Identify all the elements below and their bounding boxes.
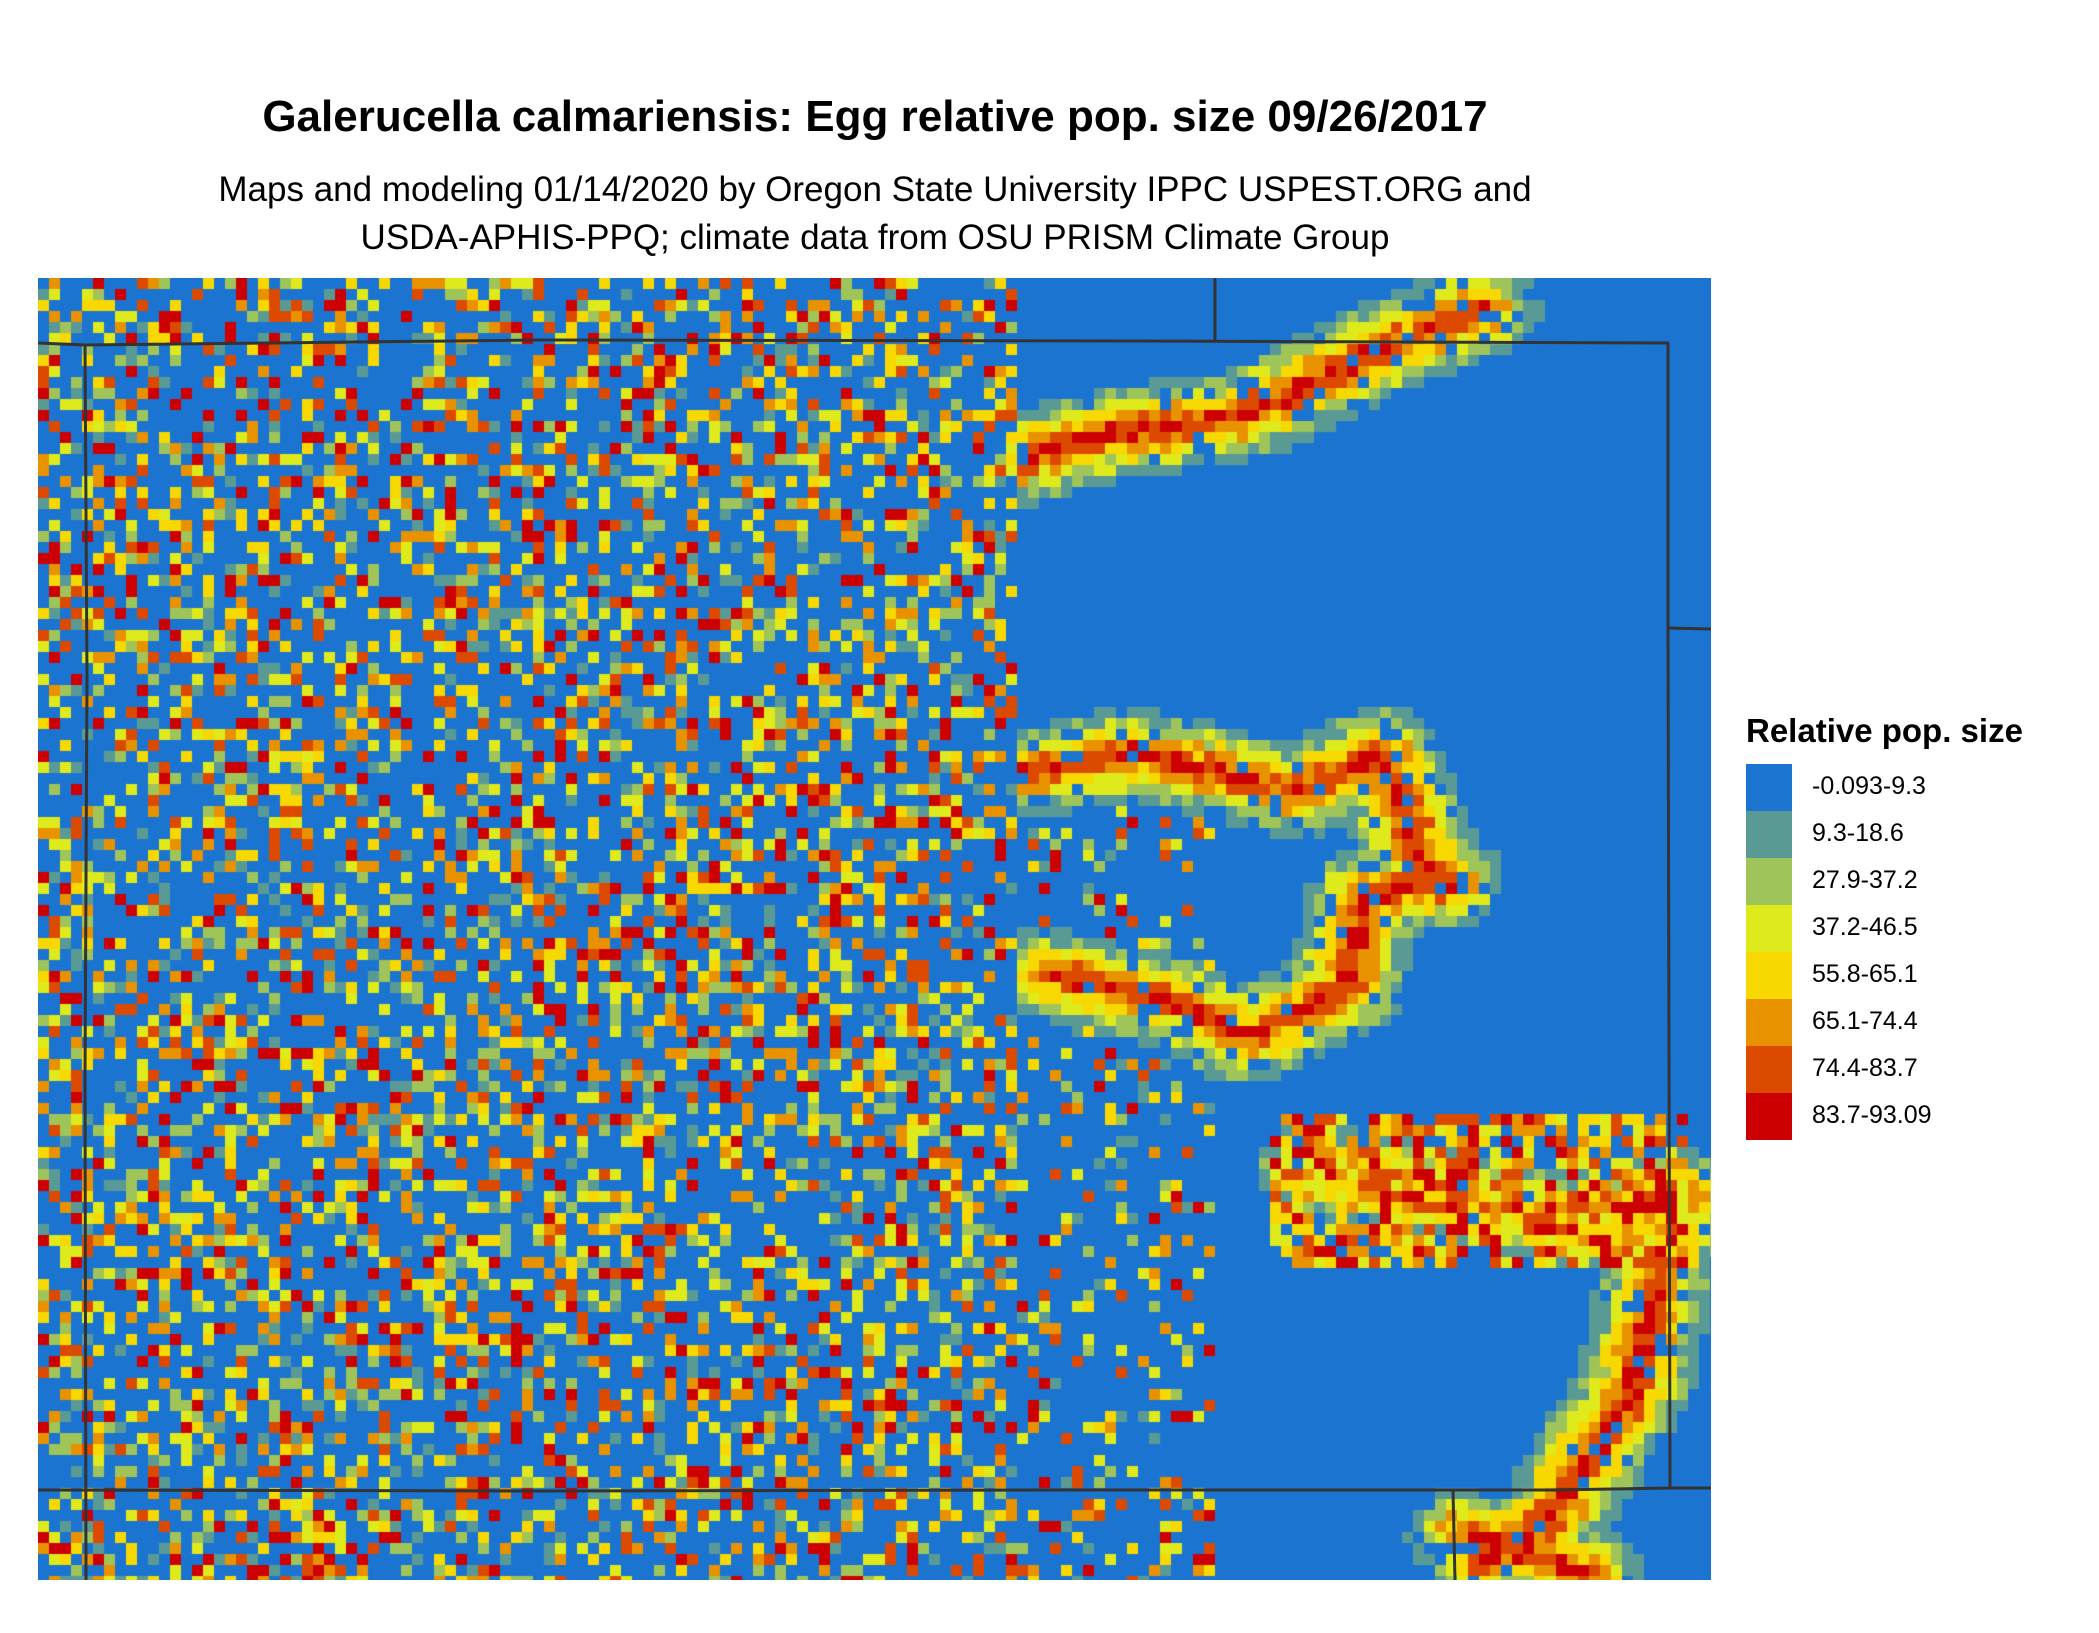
legend-swatch — [1746, 858, 1792, 905]
legend-item: 65.1-74.4 — [1746, 999, 2046, 1046]
map-subtitle-line-1: Maps and modeling 01/14/2020 by Oregon S… — [218, 170, 1532, 209]
legend-label: 65.1-74.4 — [1812, 1007, 1918, 1035]
legend-swatch — [1746, 811, 1792, 858]
state-borders — [38, 278, 1711, 1580]
legend-swatch — [1746, 999, 1792, 1046]
legend-swatch — [1746, 1046, 1792, 1093]
legend-swatch — [1746, 1093, 1792, 1140]
legend-label: 83.7-93.09 — [1812, 1101, 1932, 1129]
legend-item: 9.3-18.6 — [1746, 811, 2046, 858]
legend-swatch — [1746, 952, 1792, 999]
legend: Relative pop. size -0.093-9.3 9.3-18.6 27.… — [1746, 712, 2023, 1140]
legend-item: 27.9-37.2 — [1746, 858, 2046, 905]
legend-item: 37.2-46.5 — [1746, 905, 2046, 952]
map-title: Galerucella calmariensis: Egg relative p… — [262, 92, 1488, 141]
legend-label: 55.8-65.1 — [1812, 960, 1918, 988]
border-east-stub — [1667, 626, 1711, 631]
legend-swatch — [1746, 764, 1792, 811]
map-panel — [38, 278, 1711, 1580]
legend-label: 9.3-18.6 — [1812, 819, 1904, 847]
legend-title: Relative pop. size — [1746, 712, 2023, 749]
legend-item: 74.4-83.7 — [1746, 1046, 2046, 1093]
legend-item: 83.7-93.09 — [1746, 1093, 2046, 1140]
legend-item: -0.093-9.3 — [1746, 764, 2046, 811]
border-south-stub — [1451, 1489, 1457, 1580]
population-raster — [38, 278, 1711, 1580]
border-west — [83, 344, 89, 1580]
legend-label: 37.2-46.5 — [1812, 913, 1918, 941]
map-subtitle-line-2: USDA-APHIS-PPQ; climate data from OSU PR… — [360, 218, 1390, 257]
border-north — [38, 338, 1672, 1493]
legend-item: 55.8-65.1 — [1746, 952, 2046, 999]
legend-label: 27.9-37.2 — [1812, 866, 1918, 894]
legend-label: -0.093-9.3 — [1812, 772, 1926, 800]
legend-label: 74.4-83.7 — [1812, 1054, 1918, 1082]
legend-swatch — [1746, 905, 1792, 952]
